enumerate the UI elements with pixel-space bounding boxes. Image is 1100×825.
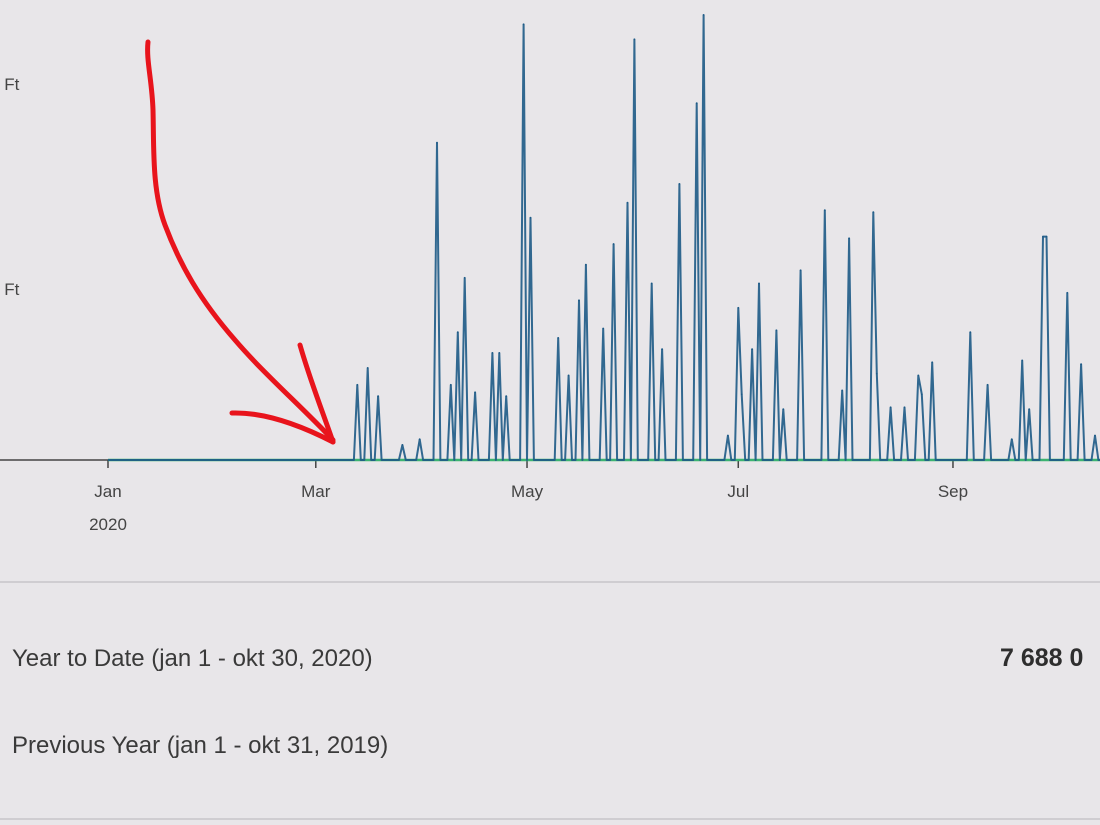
data-point — [1028, 408, 1030, 411]
data-point — [782, 408, 785, 411]
data-point — [1045, 235, 1048, 238]
data-point — [578, 299, 580, 302]
data-point — [650, 282, 653, 285]
data-point — [986, 384, 989, 386]
data-point — [799, 269, 802, 272]
previous-year-label: Previous Year (jan 1 - okt 31, 2019) — [12, 732, 389, 759]
data-point — [567, 374, 570, 377]
data-point — [1080, 363, 1082, 366]
y-tick-label: k Ft — [0, 280, 20, 299]
data-point — [889, 406, 892, 409]
data-point — [872, 211, 875, 213]
annotation-arrow — [145, 39, 336, 445]
data-point — [737, 307, 740, 309]
data-point — [1042, 235, 1044, 238]
data-point — [695, 102, 698, 105]
data-point — [1094, 434, 1096, 437]
data-point — [474, 391, 476, 394]
data-point — [848, 237, 850, 240]
data-point — [557, 337, 559, 339]
data-point — [418, 438, 421, 441]
x-tick-label: Sep — [938, 482, 968, 501]
x-year-label: 2020 — [89, 515, 127, 534]
data-point — [969, 331, 972, 334]
data-point — [931, 361, 933, 364]
daily-chart: k Ft k Ft Jan Mar May Jul Sep 2020 — [0, 14, 1100, 534]
divider — [0, 818, 1100, 820]
ytd-value: 7 688 0 — [1000, 644, 1084, 672]
current-year-line — [108, 14, 1100, 461]
x-tick-label: Jan — [94, 482, 121, 501]
data-point — [841, 389, 843, 392]
x-tick-label: Jul — [727, 482, 749, 501]
data-point — [377, 395, 379, 397]
data-point — [491, 352, 494, 354]
data-point — [529, 216, 532, 219]
data-point — [505, 395, 508, 397]
data-point — [463, 277, 466, 279]
data-point — [436, 141, 438, 144]
data-point — [727, 434, 729, 437]
data-point — [633, 38, 636, 41]
ytd-label: Year to Date (jan 1 - okt 30, 2020) — [12, 645, 373, 672]
data-point — [522, 23, 525, 26]
data-point — [661, 348, 663, 351]
x-tick-label: May — [511, 482, 544, 501]
data-point — [585, 263, 587, 266]
data-point — [626, 201, 629, 204]
data-point — [498, 352, 501, 354]
data-point — [456, 331, 459, 334]
data-point — [921, 393, 923, 396]
data-point — [917, 374, 920, 377]
data-point — [366, 367, 369, 369]
data-point — [1066, 292, 1069, 294]
data-point — [602, 327, 605, 330]
data-point — [740, 393, 743, 396]
data-point — [1011, 438, 1013, 441]
data-point — [824, 209, 826, 212]
data-point — [751, 348, 753, 351]
data-point — [678, 183, 681, 185]
data-point — [612, 243, 615, 245]
data-point — [702, 14, 705, 16]
data-point — [1021, 359, 1024, 362]
data-point — [356, 384, 359, 386]
data-point — [875, 372, 878, 375]
data-point — [903, 406, 906, 409]
x-tick-label: Mar — [301, 482, 331, 501]
data-point — [758, 282, 760, 285]
data-point — [401, 444, 404, 446]
data-point — [450, 384, 452, 386]
y-tick-label: k Ft — [0, 75, 20, 94]
data-point — [775, 329, 778, 332]
divider — [0, 581, 1100, 583]
